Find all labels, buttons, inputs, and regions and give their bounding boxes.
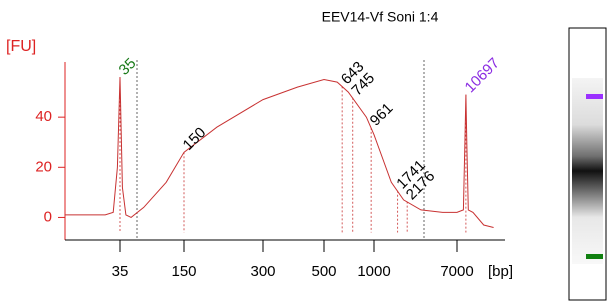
x-tick-label: 500	[311, 263, 336, 280]
x-tick-label: 7000	[440, 263, 473, 280]
y-tick-label: 20	[35, 158, 52, 175]
peak-label: 35	[116, 55, 140, 79]
peak-label: 961	[367, 100, 397, 130]
x-tick-label: 150	[171, 263, 196, 280]
x-tick-label: 1000	[357, 263, 390, 280]
gel-lower-marker	[586, 254, 603, 259]
peak-label: 150	[180, 124, 210, 154]
chart: EEV14-Vf Soni 1:4 [FU] [bp] 0 20 40 35 150 30…	[0, 0, 609, 307]
x-axis-label: [bp]	[488, 263, 513, 280]
x-tick-label: 35	[112, 263, 129, 280]
peak-label: 10697	[462, 55, 504, 97]
gel-lane	[572, 78, 603, 264]
trace	[65, 77, 494, 228]
y-tick-label: 40	[35, 108, 52, 125]
x-tick-label: 300	[250, 263, 275, 280]
gel-upper-marker	[586, 94, 603, 99]
chart-title: EEV14-Vf Soni 1:4	[322, 9, 439, 25]
y-axis-label: [FU]	[6, 38, 36, 55]
y-tick-label: 0	[44, 208, 52, 225]
